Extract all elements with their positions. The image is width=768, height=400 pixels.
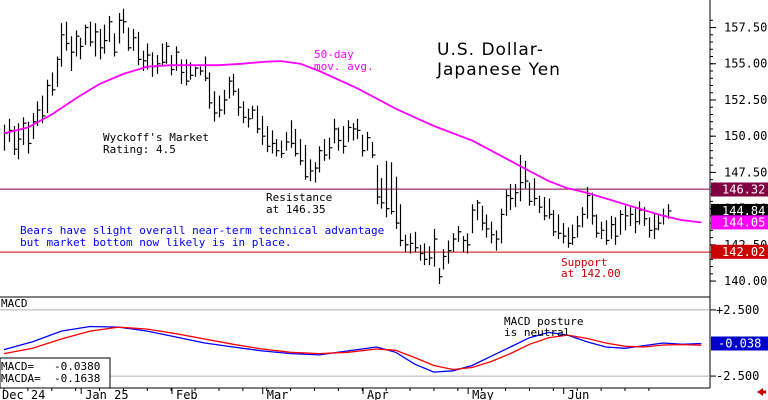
rating-line2: Rating: 4.5 xyxy=(103,143,176,156)
macd-line xyxy=(3,325,702,373)
ma-label-line2: mov. avg. xyxy=(314,60,374,73)
macd-title: MACD xyxy=(1,297,28,310)
macda-line xyxy=(3,326,702,371)
rating-line1: Wyckoff's Market xyxy=(103,131,209,144)
macd-annotation-line2: is neutral xyxy=(504,326,570,339)
commentary-line1: Bears have slight overall near-term tech… xyxy=(20,224,384,237)
price-tick-label: 157.50 xyxy=(724,21,767,35)
price-badge-label: 144.05 xyxy=(722,215,765,229)
macd-tick-label: -2.500 xyxy=(716,369,759,383)
ma-label-line1: 50-day xyxy=(314,48,354,61)
price-badge xyxy=(711,203,768,218)
support-label-line2: at 142.00 xyxy=(561,267,621,280)
price-tick-label: 155.00 xyxy=(724,57,767,71)
commentary-line2: but market bottom now likely is in place… xyxy=(20,236,292,249)
macd-badge-label: -0.038 xyxy=(718,337,761,351)
chart-title-line2: Japanese Yen xyxy=(436,60,561,80)
price-tick-label: 147.50 xyxy=(724,165,767,179)
month-label: Feb xyxy=(176,388,198,400)
macd-annotation-line1: MACD posture xyxy=(504,315,583,328)
chart-title-line1: U.S. Dollar- xyxy=(437,40,544,60)
month-label: Apr xyxy=(367,388,389,400)
price-tick-label: 152.50 xyxy=(724,93,767,107)
moving-average-layer xyxy=(3,60,702,224)
resistance-label-line2: at 146.35 xyxy=(266,203,326,216)
level-layer xyxy=(0,188,710,253)
macd-badge xyxy=(711,336,768,351)
month-label: Dec 24 xyxy=(2,388,45,400)
price-badge-label: 142.02 xyxy=(722,245,765,259)
month-label: Jun xyxy=(568,388,590,400)
price-badge xyxy=(711,244,768,259)
macd-readout-line1: MACD= -0.0380 xyxy=(1,360,100,373)
support-label-line1: Support xyxy=(561,256,607,269)
price-badge-label: 144.84 xyxy=(722,204,765,218)
macd-readout-line2: MACDA= -0.1638 xyxy=(1,372,100,385)
grid-layer xyxy=(0,309,710,377)
month-label: May xyxy=(472,388,494,400)
month-label: Jan 25 xyxy=(85,388,128,400)
price-badge xyxy=(711,182,768,197)
price-badge-label: 146.32 xyxy=(722,183,765,197)
resistance-label-line1: Resistance xyxy=(266,191,332,204)
price-tick-label: 140.00 xyxy=(724,274,767,288)
month-label: Mar xyxy=(267,388,289,400)
moving-average-line xyxy=(3,60,702,224)
macd-tick-label: +2.500 xyxy=(716,303,759,317)
ohlc-bars xyxy=(3,8,672,284)
macd-readout-box xyxy=(0,357,111,389)
price-badge xyxy=(711,215,768,230)
price-tick-label: 150.00 xyxy=(724,129,767,143)
macd-layer xyxy=(3,325,702,373)
scroll-left-arrow-tail[interactable] xyxy=(760,390,766,394)
